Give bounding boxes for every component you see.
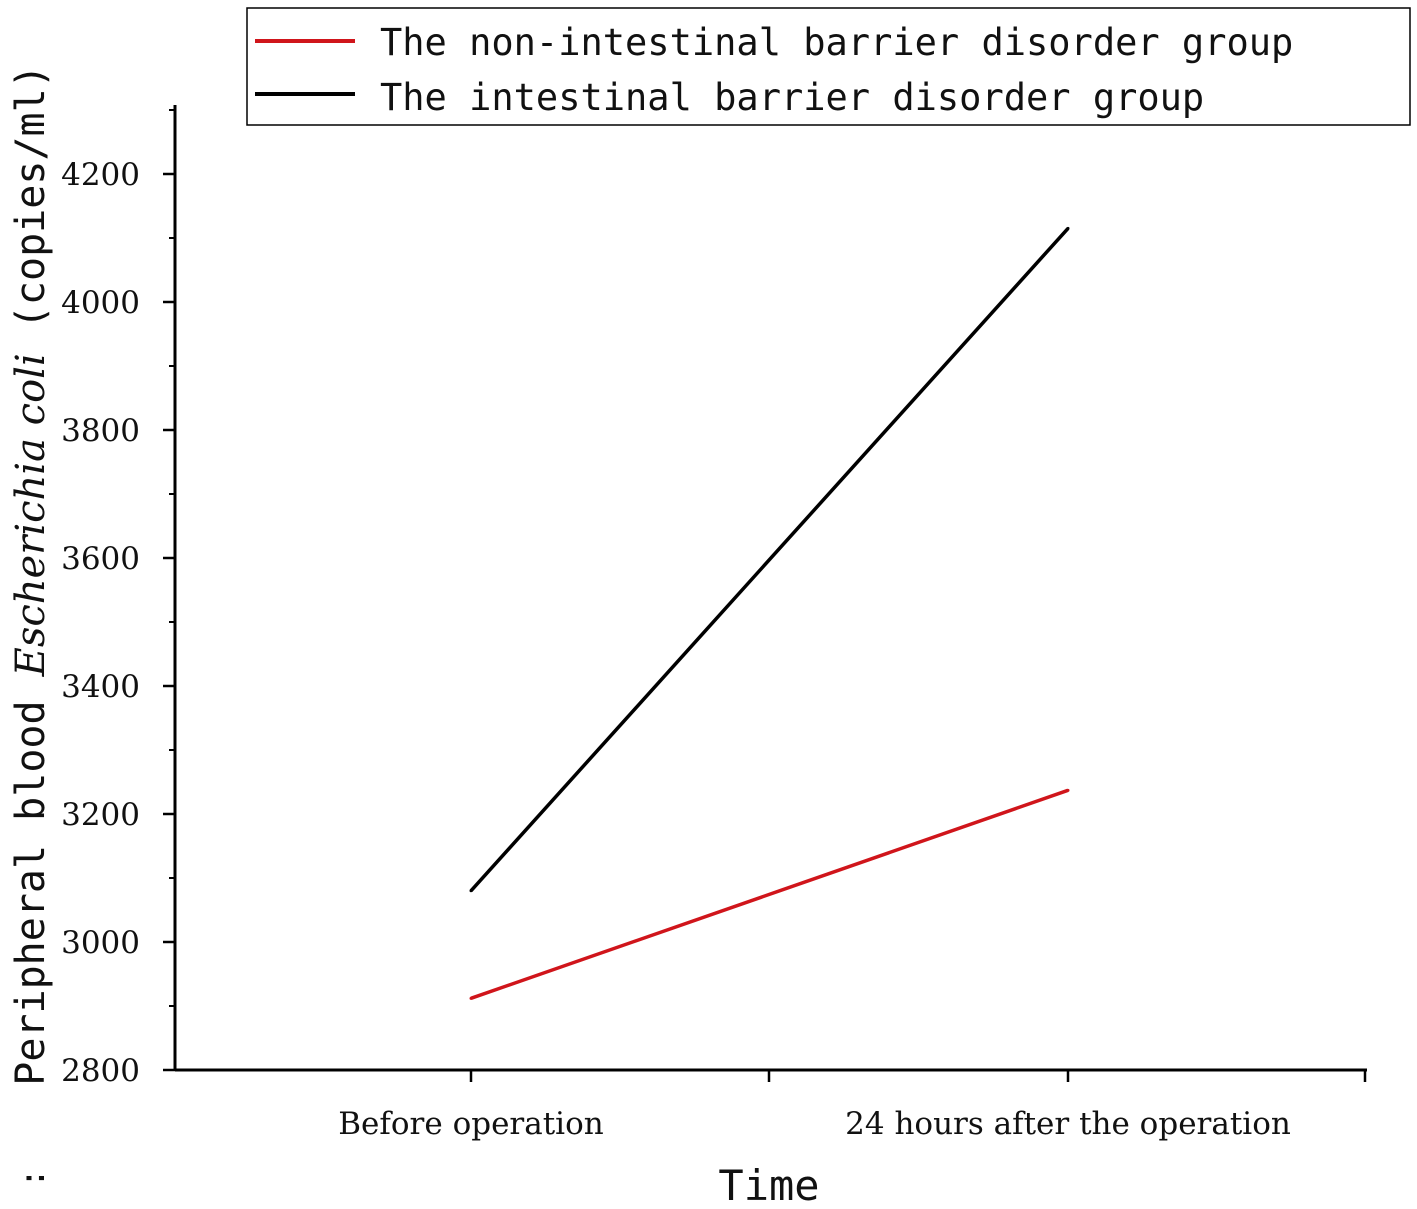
x-axis-ticks: Before operation 24 hours after the opera… (338, 1070, 1367, 1142)
data-point (469, 996, 473, 1000)
y-axis-title-part-1: Peripheral blood (8, 676, 54, 1085)
y-axis-title-part-3: (copies/ml) (8, 64, 54, 329)
y-axis-title: Peripheral blood Escherichia coli (copie… (8, 64, 54, 1085)
x-tick-label: 24 hours after the operation (845, 1106, 1291, 1142)
data-point (469, 889, 473, 893)
x-axis-title: Time (718, 1161, 819, 1209)
y-tick-label: 4200 (61, 157, 140, 193)
y-tick-label: 3400 (61, 669, 140, 705)
y-axis-ticks: 2800 3000 3200 3400 3600 3800 4000 4200 (61, 109, 175, 1089)
y-tick-label: 3800 (61, 413, 140, 449)
y-axis-title-part-2: Escherichia coli (8, 353, 54, 677)
data-point (1066, 788, 1070, 792)
legend: The non-intestinal barrier disorder grou… (246, 7, 1411, 126)
legend-label-non-intestinal: The non-intestinal barrier disorder grou… (380, 21, 1293, 64)
y-tick-label: 3600 (61, 541, 140, 577)
data-point (1066, 226, 1070, 230)
series-line-0 (470, 788, 1069, 1000)
y-tick-label: 3200 (61, 797, 140, 833)
y-tick-label: 3000 (61, 925, 140, 961)
legend-label-intestinal: The intestinal barrier disorder group (380, 76, 1204, 119)
y-tick-label: 4000 (61, 285, 140, 321)
x-tick-label: Before operation (338, 1106, 603, 1142)
legend-box (246, 7, 1411, 126)
series-lines (469, 226, 1070, 1000)
series-line-1 (469, 227, 1070, 892)
y-axis-title-prefix: : (13, 1168, 53, 1188)
y-tick-label: 2800 (61, 1053, 140, 1089)
